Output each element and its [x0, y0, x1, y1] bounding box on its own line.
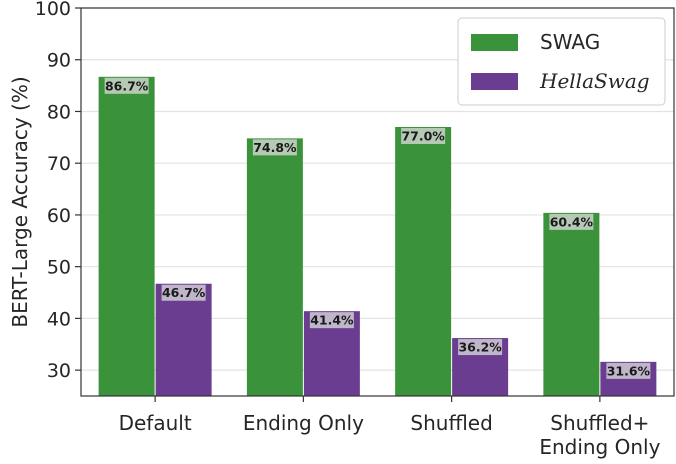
- data-label-background: [549, 213, 594, 230]
- y-axis-title: BERT-Large Accuracy (%): [8, 76, 32, 327]
- bar-swag-3: [543, 212, 600, 396]
- x-tick-label: Ending Only: [539, 435, 660, 459]
- x-axis-ticks: Default Ending Only Shuffled Shuffled+Endin…: [119, 396, 661, 459]
- x-tick-label: Shuffled: [410, 411, 492, 435]
- plot-frame: [80, 7, 675, 397]
- legend-label-swag: SWAG: [540, 30, 600, 54]
- y-tick-label: 60: [47, 205, 71, 227]
- data-label-background: [401, 127, 446, 144]
- y-tick-label: 100: [35, 0, 71, 20]
- data-label-background: [161, 284, 206, 301]
- y-tick-label: 80: [47, 101, 71, 123]
- bar-swag-2: [395, 126, 452, 396]
- data-label-background: [252, 139, 297, 156]
- y-tick-label: 90: [47, 50, 71, 72]
- y-tick-label: 50: [47, 257, 71, 279]
- data-label: 60.4%: [550, 214, 594, 229]
- data-label-background: [458, 339, 503, 356]
- data-label: 74.8%: [253, 140, 297, 155]
- data-label-background: [309, 312, 354, 329]
- data-label-background: [104, 77, 149, 94]
- data-label: 36.2%: [458, 340, 502, 355]
- y-axis-ticks: 30 40 50 60 70 80 90 100: [35, 0, 81, 382]
- x-tick-label: Ending Only: [243, 411, 364, 435]
- legend-label-hellaswag: HellaSwag: [539, 69, 650, 93]
- y-tick-label: 40: [47, 308, 71, 330]
- y-tick-label: 70: [47, 153, 71, 175]
- data-label: 41.4%: [310, 313, 354, 328]
- data-label: 77.0%: [401, 128, 445, 143]
- data-label: 46.7%: [162, 285, 206, 300]
- bar-hellaswag-0: [155, 283, 212, 396]
- legend: SWAG HellaSwag: [457, 17, 666, 106]
- x-tick-label: Shuffled+: [550, 411, 649, 435]
- legend-swatch-swag: [471, 34, 518, 51]
- bar-swag-0: [98, 76, 155, 397]
- legend-swatch-hellaswag: [471, 73, 518, 90]
- bar-swag-1: [246, 138, 303, 397]
- bars: 86.7% 46.7% 74.8% 41.4% 77.0% 36.2% 60.4% 31.6%: [98, 76, 657, 397]
- y-tick-label: 30: [47, 360, 71, 382]
- data-label-background: [606, 362, 651, 379]
- x-tick-label: Default: [119, 411, 192, 435]
- data-label: 86.7%: [105, 78, 149, 93]
- data-label: 31.6%: [607, 363, 651, 378]
